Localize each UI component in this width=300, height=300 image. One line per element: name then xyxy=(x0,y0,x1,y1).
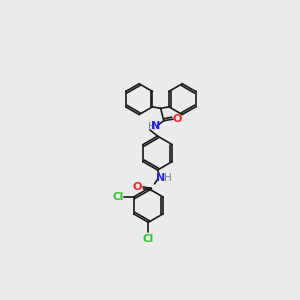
Text: H: H xyxy=(148,122,155,132)
Text: Cl: Cl xyxy=(143,233,154,244)
Text: O: O xyxy=(173,114,182,124)
Text: N: N xyxy=(156,173,165,183)
Text: O: O xyxy=(132,182,142,192)
Text: Cl: Cl xyxy=(113,192,124,202)
Text: H: H xyxy=(164,173,172,184)
Text: N: N xyxy=(152,121,161,131)
